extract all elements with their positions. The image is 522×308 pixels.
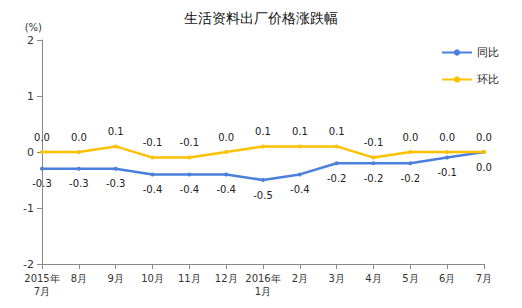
svg-text:7月: 7月	[34, 286, 50, 297]
svg-text:-0.5: -0.5	[253, 190, 273, 201]
svg-text:(%): (%)	[25, 22, 42, 33]
svg-text:2月: 2月	[292, 273, 308, 284]
svg-text:0.0: 0.0	[402, 132, 418, 143]
svg-text:3月: 3月	[328, 273, 344, 284]
svg-text:0.0: 0.0	[476, 132, 492, 143]
svg-text:5月: 5月	[402, 273, 418, 284]
svg-text:0.0: 0.0	[476, 162, 492, 173]
svg-text:0.1: 0.1	[108, 126, 124, 137]
svg-text:-0.2: -0.2	[327, 173, 347, 184]
svg-text:0.1: 0.1	[255, 126, 271, 137]
svg-text:6月: 6月	[439, 273, 455, 284]
svg-text:0.1: 0.1	[292, 126, 308, 137]
svg-text:0.0: 0.0	[34, 132, 50, 143]
svg-text:12月: 12月	[215, 273, 238, 284]
svg-text:2016年: 2016年	[245, 273, 280, 284]
svg-text:1月: 1月	[255, 286, 271, 297]
svg-text:-0.2: -0.2	[401, 173, 421, 184]
svg-text:10月: 10月	[141, 273, 164, 284]
svg-text:-0.4: -0.4	[290, 184, 310, 195]
svg-text:-0.3: -0.3	[32, 178, 52, 189]
svg-text:2015年: 2015年	[24, 273, 59, 284]
svg-text:-0.4: -0.4	[143, 184, 163, 195]
svg-text:-2: -2	[23, 258, 34, 271]
svg-text:8月: 8月	[71, 273, 87, 284]
svg-text:-0.2: -0.2	[364, 173, 384, 184]
svg-text:-0.1: -0.1	[143, 137, 163, 148]
svg-text:-0.1: -0.1	[437, 167, 457, 178]
svg-text:0.1: 0.1	[329, 126, 345, 137]
svg-text:2: 2	[27, 34, 34, 47]
svg-text:-0.4: -0.4	[216, 184, 236, 195]
svg-text:-0.3: -0.3	[106, 178, 126, 189]
svg-text:1: 1	[27, 90, 34, 103]
svg-text:-0.4: -0.4	[180, 184, 200, 195]
svg-text:-1: -1	[23, 202, 34, 215]
svg-text:9月: 9月	[107, 273, 123, 284]
svg-text:-0.1: -0.1	[364, 137, 384, 148]
svg-text:生活资料出厂价格涨跌幅: 生活资料出厂价格涨跌幅	[184, 10, 338, 26]
svg-text:环比: 环比	[477, 73, 499, 86]
svg-text:0.0: 0.0	[218, 132, 234, 143]
svg-text:-0.3: -0.3	[69, 178, 89, 189]
svg-text:0.0: 0.0	[71, 132, 87, 143]
svg-text:7月: 7月	[476, 273, 492, 284]
svg-text:0: 0	[27, 146, 34, 159]
svg-text:同比: 同比	[477, 46, 499, 59]
svg-text:11月: 11月	[178, 273, 201, 284]
svg-text:0.0: 0.0	[439, 132, 455, 143]
svg-text:-0.1: -0.1	[180, 137, 200, 148]
svg-text:4月: 4月	[365, 273, 381, 284]
